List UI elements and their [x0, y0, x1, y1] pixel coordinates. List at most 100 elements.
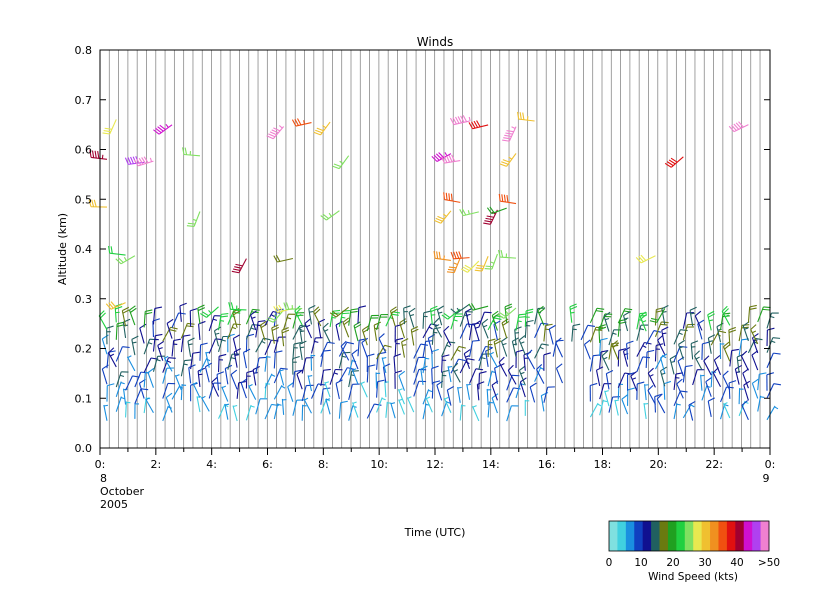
wind-barb	[468, 303, 489, 311]
wind-barb	[245, 404, 255, 421]
wind-barb	[273, 350, 283, 369]
wind-barb	[693, 350, 703, 371]
date-start-day: 8	[100, 472, 107, 485]
wind-barb	[139, 323, 147, 344]
x-tick-label: 20:	[649, 458, 667, 471]
wind-barb	[678, 339, 685, 360]
wind-barb	[115, 321, 125, 340]
wind-barb	[536, 364, 545, 384]
wind-barb	[580, 324, 595, 341]
wind-barb	[524, 308, 534, 327]
wind-barb	[162, 357, 176, 373]
wind-barb	[459, 208, 479, 217]
wind-barb	[583, 339, 591, 360]
y-tick-label: 0.2	[75, 343, 93, 356]
wind-barb	[663, 380, 672, 400]
wind-barb	[497, 249, 517, 259]
wind-barb	[126, 355, 136, 372]
wind-barb	[180, 384, 187, 401]
wind-barb	[115, 346, 130, 362]
y-tick-label: 0.3	[75, 293, 93, 306]
wind-barb	[636, 381, 645, 400]
wind-barb	[232, 334, 240, 355]
x-tick-label: 4:	[206, 458, 217, 471]
wind-barb	[664, 156, 684, 168]
wind-barb	[162, 382, 176, 399]
wind-barb	[500, 336, 508, 357]
wind-barb	[601, 350, 610, 371]
wind-barb	[180, 334, 191, 353]
wind-barb	[301, 404, 307, 421]
wind-barb	[502, 126, 517, 142]
x-tick-label: 6:	[262, 458, 273, 471]
wind-barb	[682, 364, 693, 383]
wind-barb	[501, 318, 510, 339]
wind-barb	[489, 351, 498, 368]
wind-barb	[676, 378, 684, 399]
wind-barb	[292, 355, 300, 375]
wind-barb	[498, 193, 517, 205]
wind-barb	[162, 367, 175, 384]
wind-barb	[307, 374, 313, 392]
colorbar-swatch	[667, 521, 677, 551]
wind-barb	[738, 388, 744, 405]
wind-barb	[766, 352, 781, 369]
wind-barb	[713, 355, 722, 375]
wind-barb	[654, 321, 669, 338]
wind-barb	[757, 306, 771, 323]
wind-barb	[131, 335, 139, 356]
wind-barb	[705, 376, 713, 397]
wind-barb	[408, 307, 416, 328]
wind-barb	[540, 391, 549, 412]
wind-barb	[599, 399, 608, 416]
date-end-day: 9	[763, 472, 770, 485]
wind-barb	[248, 383, 257, 400]
wind-barb	[217, 353, 227, 373]
wind-barb	[357, 305, 367, 324]
wind-barb	[189, 308, 198, 327]
wind-barb	[626, 340, 634, 360]
y-tick-label: 0.8	[75, 44, 93, 57]
wind-barb	[281, 398, 287, 415]
wind-barb	[543, 352, 552, 371]
y-tick-label: 0.1	[75, 392, 93, 405]
wind-barb	[443, 192, 461, 203]
wind-barb	[221, 385, 229, 402]
x-tick-label: 18:	[594, 458, 612, 471]
wind-barb	[422, 389, 433, 405]
wind-barb	[200, 306, 219, 318]
wind-barb	[728, 380, 737, 399]
wind-barb	[301, 357, 314, 374]
wind-barb	[313, 121, 331, 136]
wind-barb	[335, 379, 343, 400]
wind-barb	[103, 404, 109, 421]
wind-barb	[376, 313, 389, 331]
wind-barb	[452, 362, 461, 383]
wind-barb	[506, 374, 520, 391]
wind-barb	[190, 351, 201, 370]
wind-barb	[115, 371, 129, 388]
wind-barb	[106, 325, 114, 345]
wind-barb	[497, 307, 517, 319]
wind-barb	[422, 403, 430, 420]
wind-barb	[707, 310, 715, 331]
wind-barb	[701, 341, 710, 360]
colorbar-swatch	[718, 521, 728, 551]
wind-barb	[278, 369, 285, 386]
wind-barb	[690, 340, 699, 360]
wind-barb	[357, 338, 367, 357]
wind-barb	[611, 340, 620, 361]
y-tick-label: 0.6	[75, 144, 93, 157]
wind-barb	[645, 349, 655, 368]
wind-barb	[589, 382, 598, 402]
wind-barb	[654, 343, 664, 362]
colorbar-label: Wind Speed (kts)	[648, 571, 738, 583]
colorbar: 0 10 20 30 40 >50	[606, 520, 780, 569]
wind-barb	[361, 337, 369, 358]
wind-barb	[728, 121, 749, 133]
colorbar-tick-label: 30	[698, 557, 711, 569]
wind-barb	[352, 401, 359, 418]
wind-barb	[320, 341, 335, 358]
wind-barb	[134, 402, 140, 419]
wind-barb	[180, 359, 192, 377]
